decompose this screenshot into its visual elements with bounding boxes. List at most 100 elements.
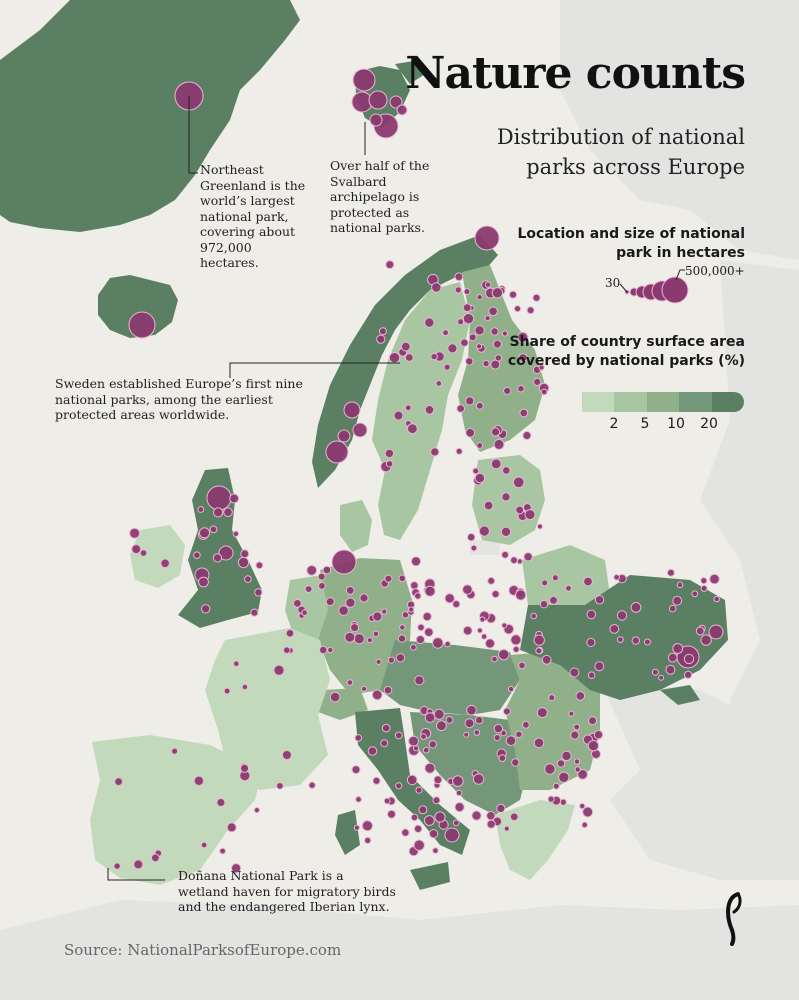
park-marker-large [325, 440, 349, 464]
park-marker [462, 625, 473, 636]
park-marker-large [218, 545, 234, 561]
park-marker-large [331, 549, 357, 575]
park-marker [582, 806, 594, 818]
benelux [285, 575, 330, 640]
park-marker [488, 306, 498, 317]
park-marker [273, 664, 285, 676]
park-marker [505, 735, 517, 747]
greenland [0, 0, 300, 232]
park-marker [658, 674, 665, 681]
park-marker [455, 447, 463, 455]
park-marker [668, 604, 677, 613]
park-marker [447, 343, 458, 354]
size-legend-max: 500,000+ [685, 264, 745, 278]
park-marker [544, 763, 556, 775]
park-marker [408, 735, 419, 747]
park-marker [240, 549, 250, 559]
park-marker [493, 734, 501, 742]
park-marker [569, 667, 580, 678]
sardinia [335, 810, 360, 855]
park-marker [410, 813, 419, 822]
ramp-bin-5 [711, 392, 745, 412]
park-marker [472, 773, 485, 785]
leader-lines [107, 96, 400, 881]
park-marker [508, 290, 518, 299]
park-marker [424, 762, 436, 774]
park-marker [378, 327, 387, 336]
park-marker [512, 476, 525, 489]
park-marker [643, 638, 651, 646]
park-marker [193, 551, 201, 560]
park-marker [570, 730, 580, 740]
park-marker [223, 507, 233, 518]
park-marker-large [343, 401, 361, 419]
park-marker [418, 805, 428, 815]
size-legend [624, 276, 689, 304]
park-marker [493, 723, 504, 734]
park-marker [171, 747, 179, 755]
park-marker [482, 359, 490, 368]
park-marker [587, 671, 596, 680]
park-marker [503, 825, 510, 832]
park-marker-large [206, 485, 232, 511]
park-marker [372, 776, 381, 785]
park-marker [308, 781, 316, 789]
park-marker [476, 294, 483, 301]
park-marker [383, 685, 393, 695]
park-marker [404, 404, 412, 412]
park-marker [487, 576, 496, 585]
park-marker [424, 585, 436, 597]
park-marker [385, 260, 395, 270]
park-marker [483, 500, 494, 511]
park-marker [201, 604, 211, 614]
park-marker [498, 648, 510, 661]
donana-annotation: Doñana National Park is a wetland haven … [178, 868, 396, 914]
park-marker [464, 718, 475, 729]
park-marker [400, 341, 411, 352]
park-marker [558, 771, 570, 783]
park-marker [507, 685, 515, 693]
park-marker [364, 836, 372, 845]
greenland-annotation: Northeast Greenland is the world’s large… [200, 162, 306, 270]
park-marker [432, 847, 439, 854]
park-marker [532, 293, 541, 302]
park-marker [556, 759, 566, 768]
belarus [522, 545, 610, 610]
park-marker [676, 581, 684, 589]
park-marker [510, 634, 522, 646]
park-marker [516, 558, 523, 565]
park-marker [395, 782, 403, 790]
park-marker [509, 812, 519, 822]
park-marker [445, 716, 454, 724]
park-marker [533, 377, 542, 386]
park-marker [713, 595, 720, 603]
park-marker [574, 766, 581, 773]
park-marker [503, 386, 512, 395]
park-marker [436, 720, 447, 732]
park-marker [667, 652, 678, 663]
park-marker [470, 544, 478, 552]
park-marker [536, 707, 548, 719]
park-marker [700, 577, 708, 585]
park-marker [490, 327, 499, 336]
park-marker [561, 750, 572, 762]
park-marker [232, 530, 240, 537]
park-marker [691, 590, 699, 598]
park-marker [474, 472, 486, 484]
size-legend-min: 30 [605, 276, 621, 290]
park-marker [229, 493, 240, 504]
park-marker [231, 863, 242, 874]
park-marker [463, 288, 471, 296]
ramp-bin-4 [679, 392, 712, 412]
park-marker [512, 645, 520, 653]
park-marker [672, 595, 683, 606]
park-marker [565, 584, 572, 592]
park-marker [385, 460, 394, 468]
park-marker [475, 401, 484, 410]
park-marker [484, 638, 496, 649]
park-marker [616, 636, 624, 643]
size-legend-circle [661, 276, 689, 304]
park-marker [484, 281, 492, 288]
park-marker [354, 734, 363, 742]
ramp-bin-3 [646, 392, 680, 412]
